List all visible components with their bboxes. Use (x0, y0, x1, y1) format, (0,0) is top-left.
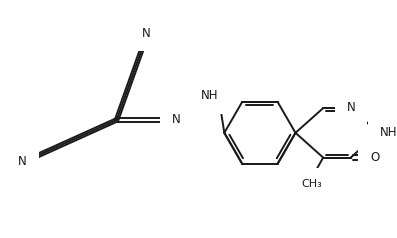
Text: NH: NH (380, 126, 397, 139)
Text: O: O (370, 151, 379, 164)
Text: N: N (172, 114, 180, 126)
Text: N: N (347, 101, 355, 114)
Text: N: N (18, 155, 27, 168)
Text: NH: NH (201, 89, 218, 102)
Text: CH₃: CH₃ (301, 179, 322, 189)
Text: N: N (142, 26, 150, 40)
